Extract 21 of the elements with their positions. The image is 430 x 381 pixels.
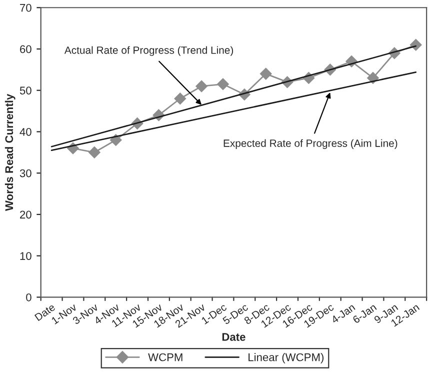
- legend-label: Linear (WCPM): [248, 353, 324, 364]
- y-tick-label: 60: [20, 45, 32, 54]
- point: [367, 72, 379, 84]
- point: [196, 80, 208, 92]
- annotation: Expected Rate of Progress (Aim Line): [224, 139, 398, 149]
- y-tick-label: 30: [20, 169, 32, 178]
- y-tick-label: 0: [26, 293, 32, 302]
- point: [217, 78, 229, 90]
- point: [174, 92, 186, 105]
- y-tick-label: 40: [20, 128, 32, 136]
- point: [260, 68, 272, 80]
- annotation: Actual Rate of Progress (Trend Line): [64, 46, 234, 56]
- y-tick-label: 20: [20, 210, 32, 219]
- y-tick-label: 70: [20, 4, 32, 12]
- point: [88, 146, 100, 158]
- y-tick-label: 10: [20, 252, 32, 260]
- y-tick-label: 50: [20, 86, 32, 94]
- point: [410, 38, 422, 51]
- legend-label: WCPM: [148, 353, 182, 362]
- y-axis-title: Words Read Currently: [4, 94, 16, 211]
- x-axis-title: Date: [222, 333, 246, 341]
